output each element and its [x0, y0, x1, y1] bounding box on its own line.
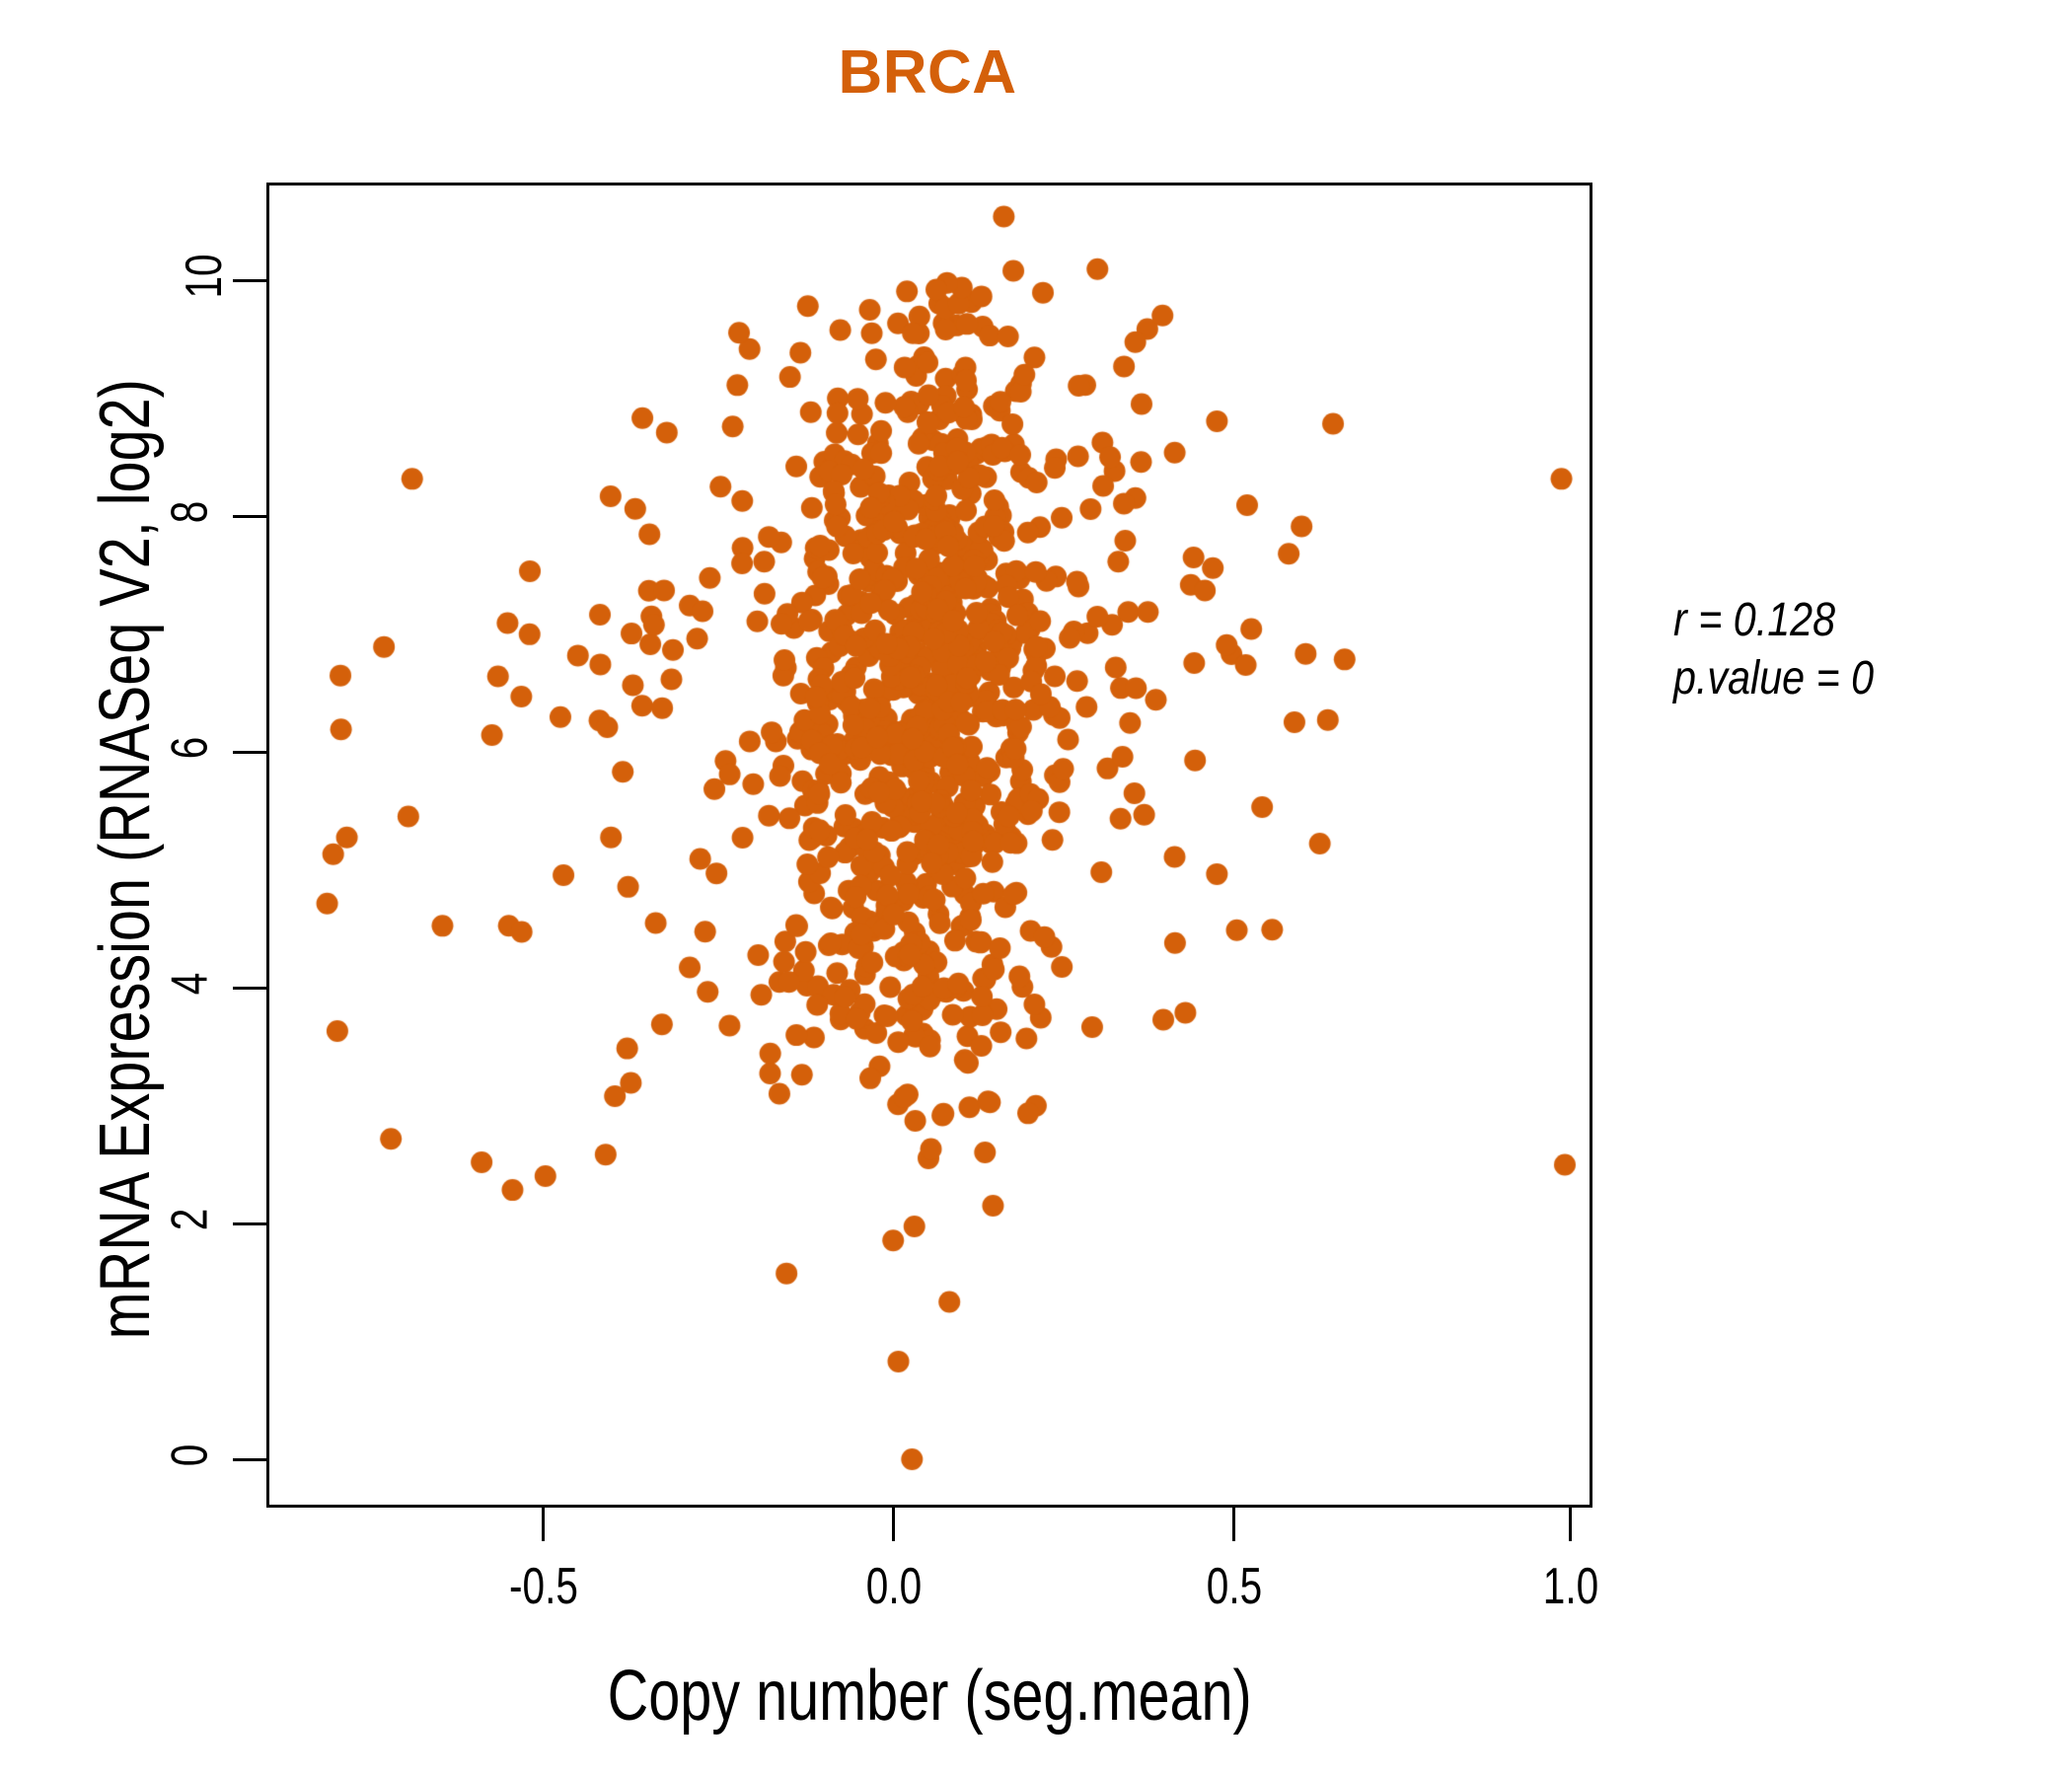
y-tick-label-0: 0	[161, 1426, 218, 1485]
correlation-line: r = 0.128	[1673, 592, 1906, 650]
x-tick-label-1: 0.0	[865, 1558, 923, 1615]
plot-area	[266, 183, 1592, 1508]
y-tick-mark-0	[233, 1458, 266, 1461]
y-tick-text-10: 10	[175, 254, 233, 299]
y-tick-label-10: 10	[176, 247, 233, 306]
y-tick-text-0: 0	[161, 1443, 219, 1467]
y-tick-mark-10	[233, 279, 266, 282]
x-tick-mark-1	[892, 1508, 895, 1541]
y-tick-text-2: 2	[161, 1208, 219, 1231]
y-tick-mark-6	[233, 751, 266, 754]
x-tick-mark-0	[542, 1508, 545, 1541]
scatter-points-canvas	[269, 185, 1590, 1505]
x-tick-label-3: 1.0	[1542, 1558, 1599, 1615]
y-tick-text-4: 4	[161, 972, 219, 996]
correlation-text: r = 0.128	[1673, 594, 1836, 646]
y-tick-label-2: 2	[161, 1190, 218, 1249]
x-axis-label-text: Copy number (seg.mean)	[607, 1657, 1252, 1736]
x-tick-mark-2	[1232, 1508, 1235, 1541]
y-tick-mark-8	[233, 515, 266, 518]
stats-annotation: r = 0.128 p.value = 0	[1673, 592, 1906, 707]
y-axis-label-text: mRNA Expression (RNASeq V2, log2)	[86, 379, 165, 1340]
y-axis-label: mRNA Expression (RNASeq V2, log2)	[85, 196, 166, 1522]
y-tick-label-4: 4	[161, 954, 218, 1013]
x-axis-label: Copy number (seg.mean)	[266, 1656, 1592, 1737]
y-tick-text-6: 6	[161, 736, 219, 760]
y-tick-label-6: 6	[161, 718, 218, 777]
x-tick-label-2: 0.5	[1206, 1558, 1263, 1615]
y-tick-mark-4	[233, 987, 266, 990]
x-tick-label-0: -0.5	[509, 1558, 578, 1615]
page-title: BRCA	[838, 38, 1017, 107]
y-tick-text-8: 8	[161, 500, 219, 524]
y-tick-mark-2	[233, 1222, 266, 1225]
pvalue-text: p.value = 0	[1673, 651, 1875, 704]
pvalue-line: p.value = 0	[1673, 650, 1906, 708]
y-tick-label-8: 8	[161, 482, 218, 542]
x-tick-mark-3	[1569, 1508, 1572, 1541]
